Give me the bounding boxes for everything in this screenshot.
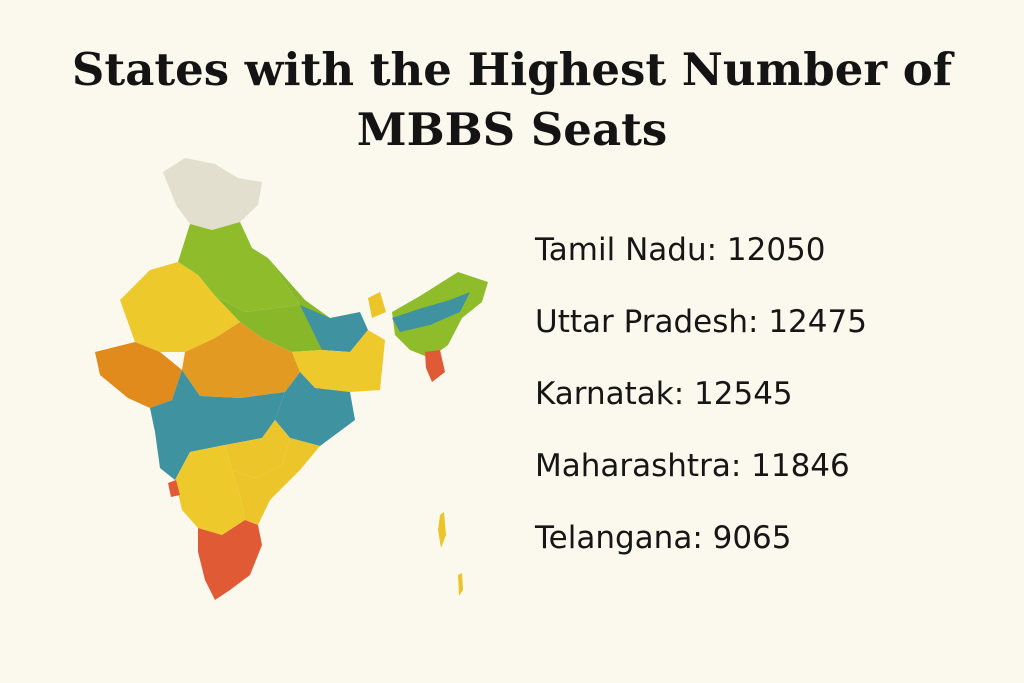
- stat-uttar-pradesh: Uttar Pradesh: 12475: [535, 304, 867, 340]
- region-telangana: [225, 420, 290, 478]
- region-odisha: [275, 372, 355, 446]
- region-maharashtra: [150, 370, 285, 480]
- stat-karnatak: Karnatak: 12545: [535, 376, 793, 412]
- title-line-1: States with the Highest Number of: [71, 43, 953, 96]
- title-line-2: MBBS Seats: [356, 103, 668, 156]
- region-rajasthan: [120, 262, 240, 352]
- region-gujarat: [95, 342, 182, 408]
- region-nicobar: [458, 573, 463, 596]
- india-map: [95, 158, 488, 600]
- stat-maharashtra: Maharashtra: 11846: [535, 448, 850, 484]
- region-jammu-kashmir: [163, 158, 262, 230]
- region-assam: [392, 292, 470, 332]
- region-sikkim: [368, 292, 386, 318]
- region-chhattisgarh-jharkhand: [292, 330, 385, 392]
- region-andhra-pradesh: [232, 438, 320, 525]
- stats-list: Tamil Nadu: 12050 Uttar Pradesh: 12475 K…: [535, 225, 867, 585]
- page-title: States with the Highest Number of MBBS S…: [0, 40, 1024, 160]
- region-goa: [168, 480, 180, 497]
- region-andaman-nicobar: [438, 512, 446, 548]
- region-tamil-nadu: [198, 520, 262, 600]
- region-east-states: [300, 305, 368, 352]
- region-uttar-pradesh: [215, 258, 330, 352]
- region-karnataka: [175, 445, 245, 535]
- region-mizoram: [425, 350, 445, 382]
- stat-tamil-nadu: Tamil Nadu: 12050: [535, 232, 826, 268]
- stat-telangana: Telangana: 9065: [535, 520, 792, 556]
- region-north-states: [178, 222, 300, 312]
- region-madhya-pradesh: [182, 322, 300, 398]
